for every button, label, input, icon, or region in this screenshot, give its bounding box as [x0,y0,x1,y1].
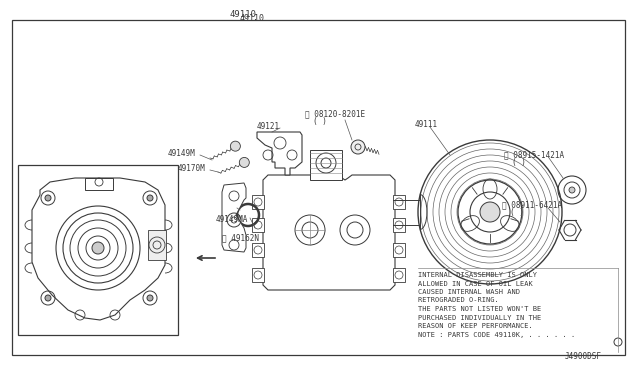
Text: 49121: 49121 [257,122,280,131]
Circle shape [45,295,51,301]
Text: Ⓡ 08120-8201E: Ⓡ 08120-8201E [305,109,365,118]
Text: Ⓡ 49162N: Ⓡ 49162N [222,233,259,242]
Polygon shape [222,183,246,252]
Circle shape [147,295,153,301]
Polygon shape [32,178,165,320]
Circle shape [45,195,51,201]
Bar [252,243,264,257]
Ellipse shape [461,216,479,231]
Text: Ⓗ 08911-6421A: Ⓗ 08911-6421A [502,200,562,209]
Text: Ⓗ 08915-1421A: Ⓗ 08915-1421A [504,150,564,159]
Bar [393,268,405,282]
Text: 49149M: 49149M [168,149,196,158]
Text: 49110: 49110 [230,10,257,19]
Polygon shape [257,132,302,175]
Circle shape [239,157,250,167]
Circle shape [230,141,241,151]
Bar [252,195,264,209]
Circle shape [480,202,500,222]
Bar [393,218,405,232]
Circle shape [569,187,575,193]
Text: INTERNAL DISASSEMBLY IS ONLY
ALLOWED IN CASE OF OIL LEAK
CAUSED INTERNAL WASH AN: INTERNAL DISASSEMBLY IS ONLY ALLOWED IN … [418,272,575,337]
Bar [393,243,405,257]
Ellipse shape [483,179,497,199]
Bar [393,195,405,209]
Bar [252,218,264,232]
Bar [85,178,113,190]
Text: ( ): ( ) [510,208,524,217]
Circle shape [147,195,153,201]
Text: J4900DSF: J4900DSF [565,352,602,361]
Text: ( ): ( ) [313,117,327,126]
Polygon shape [263,175,395,290]
Bar [252,268,264,282]
Circle shape [351,140,365,154]
Text: 49111: 49111 [415,120,438,129]
Bar [310,150,342,180]
Bar [148,230,166,260]
Text: 49170M: 49170M [178,164,205,173]
Text: ( ): ( ) [512,158,526,167]
Bar [18,165,178,335]
Text: 49110: 49110 [240,14,265,23]
Text: 49149MA: 49149MA [216,215,248,224]
Ellipse shape [500,216,519,231]
Circle shape [92,242,104,254]
